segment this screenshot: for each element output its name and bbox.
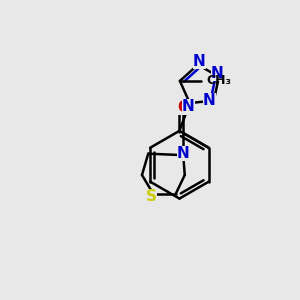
Text: N: N [211, 66, 224, 81]
Text: CH₃: CH₃ [206, 74, 231, 87]
Text: S: S [146, 189, 157, 204]
Text: N: N [182, 99, 195, 114]
Text: N: N [203, 93, 216, 108]
Text: N: N [177, 146, 190, 161]
Text: O: O [177, 100, 190, 115]
Text: N: N [193, 54, 206, 69]
